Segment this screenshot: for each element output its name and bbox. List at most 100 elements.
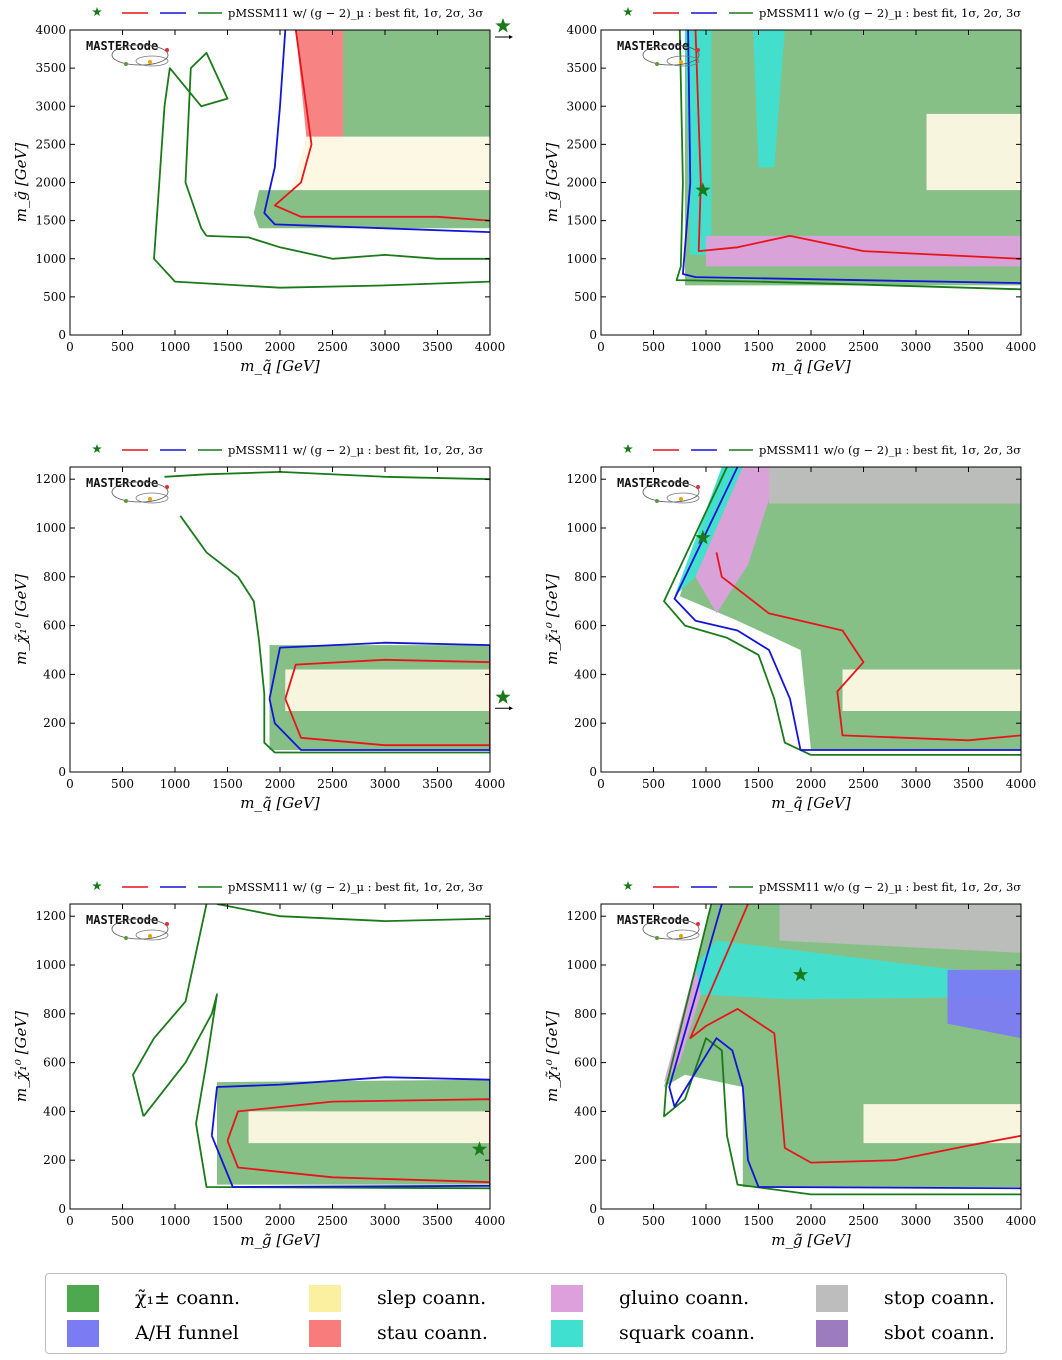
logo-orbit [111,918,169,940]
y-tick-label: 200 [43,1153,66,1167]
x-axis-label: m_q̃ [GeV] [771,794,851,812]
x-tick-label: 2500 [317,1214,348,1228]
x-tick-label: 3000 [370,1214,401,1228]
panel-title: pMSSM11 w/ (g − 2)_μ : best fit, 1σ, 2σ,… [92,443,483,457]
logo-text: MASTERcode [617,913,689,927]
logo-dot [148,60,152,64]
logo-dot [655,499,659,503]
x-tick-label: 2000 [796,1214,827,1228]
logo-orbit [642,44,700,66]
y-tick-label: 0 [589,1202,597,1216]
panel-title: pMSSM11 w/ (g − 2)_μ : best fit, 1σ, 2σ,… [92,6,483,20]
legend-label: χ̃₁± coann. [135,1287,241,1309]
logo-text: MASTERcode [86,39,158,53]
legend-swatch [816,1319,848,1347]
x-tick-label: 1500 [743,1214,774,1228]
legend-swatch [309,1284,341,1312]
x-tick-label: 2500 [848,1214,879,1228]
logo-orbit [135,492,169,504]
region [695,940,1021,1000]
chart-panel-6: 0 500 1000 1500 2000 2500 3000 3500 4000 0 200 400 6… [543,880,1037,1249]
contour-3sigma [153,52,490,289]
y-tick-label: 0 [58,765,66,779]
panel-title-text: pMSSM11 w/ (g − 2)_μ : best fit, 1σ, 2σ,… [228,6,483,20]
y-tick-label: 600 [43,619,66,633]
logo-orbit [666,929,700,941]
legend-item-gluino: gluino coann. [551,1284,749,1312]
x-tick-label: 3000 [901,1214,932,1228]
x-tick-label: 3500 [953,777,984,791]
region [947,969,1021,1039]
x-tick-label: 2500 [317,777,348,791]
y-axis-label: m_χ̃₁⁰ [GeV] [543,1011,561,1102]
region [285,669,490,711]
contour-3sigma [164,471,490,481]
logo-orbit [666,55,700,67]
x-tick-label: 2000 [265,1214,296,1228]
legend-item-stop: stop coann. [816,1284,995,1312]
logo-text: MASTERcode [617,39,689,53]
x-tick-label: 4000 [475,1214,506,1228]
contour-1sigma [694,30,1021,260]
x-tick-label: 3000 [901,777,932,791]
best-fit-star [471,1141,488,1156]
legend-item-squark: squark coann. [551,1319,755,1347]
legend-label: squark coann. [619,1322,756,1344]
logo-text: MASTERcode [86,913,158,927]
contour-1sigma [226,1098,490,1184]
contour-2sigma [268,641,490,751]
y-tick-label: 3500 [566,61,597,75]
best-fit-star [695,182,711,197]
best-fit-star [792,966,809,982]
x-tick-label: 3500 [422,340,453,354]
y-tick-label: 4000 [566,23,597,37]
x-tick-label: 3000 [370,340,401,354]
x-tick-label: 1000 [160,777,191,791]
x-tick-label: 1500 [743,777,774,791]
contour-2sigma [263,30,490,233]
chart-panel-3: 0 500 1000 1500 2000 2500 3000 3500 4000 0 200 400 6… [12,443,513,812]
y-tick-label: 2000 [35,176,66,190]
region [863,1104,1021,1144]
best-fit-star [495,18,511,33]
y-tick-label: 0 [589,765,597,779]
title-best-fit-star [92,7,102,16]
x-tick-label: 3000 [901,340,932,354]
legend-label: gluino coann. [619,1287,750,1309]
legend-swatch [551,1284,583,1312]
y-tick-label: 800 [43,570,66,584]
x-tick-label: 1500 [743,340,774,354]
x-tick-label: 1000 [691,340,722,354]
chart-panel-2: 0 500 1000 1500 2000 2500 3000 3500 4000 0 500 1000… [543,6,1036,375]
title-best-fit-star [92,881,102,890]
legend-item-chargino: χ̃₁± coann. [67,1284,240,1312]
logo-text: MASTERcode [617,476,689,490]
legend: χ̃₁± coann. slep coann. gluino coann. st… [45,1273,1007,1354]
plot-area [153,30,490,289]
x-axis-label: m_q̃ [GeV] [771,357,851,375]
logo-orbit [642,918,700,940]
y-tick-label: 1500 [35,214,66,228]
x-tick-label: 0 [66,777,74,791]
legend-label: slep coann. [377,1287,487,1309]
y-tick-label: 2500 [566,137,597,151]
x-axis-label: m_g̃ [GeV] [771,1231,851,1249]
y-tick-label: 1000 [566,521,597,535]
x-tick-label: 500 [642,340,665,354]
chart-panel-5: 0 500 1000 1500 2000 2500 3000 3500 4000 0 200 400 6… [12,880,506,1249]
x-tick-label: 4000 [1006,1214,1037,1228]
y-tick-label: 1200 [35,472,66,486]
legend-label: stop coann. [884,1287,995,1309]
logo-dot [696,485,700,489]
legend-swatch [816,1284,848,1312]
logo-orbit [111,481,169,503]
x-tick-label: 4000 [475,777,506,791]
x-tick-label: 0 [597,777,605,791]
x-tick-label: 1000 [691,1214,722,1228]
y-tick-label: 3000 [566,99,597,113]
legend-swatch [67,1319,99,1347]
plot-area [132,904,490,1190]
x-tick-label: 1000 [691,777,722,791]
x-tick-label: 4000 [1006,777,1037,791]
mastercode-logo: MASTERcode [86,476,169,504]
